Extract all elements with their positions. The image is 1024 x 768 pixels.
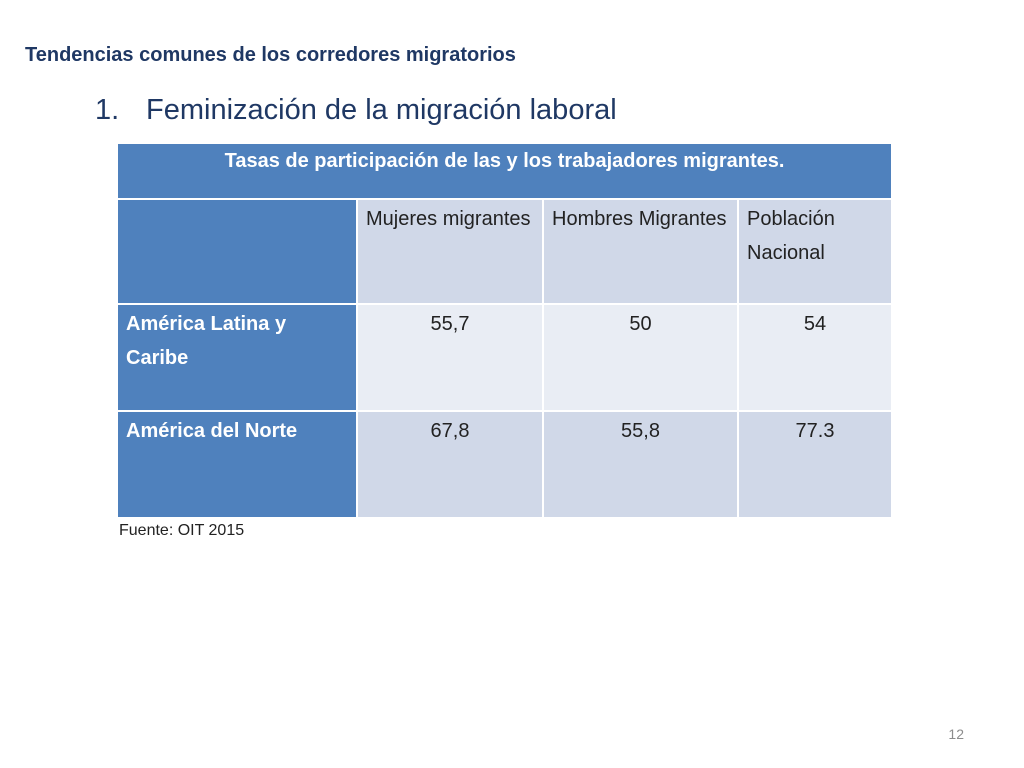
table-cell: 50 bbox=[542, 303, 739, 412]
table-cell: 77.3 bbox=[736, 410, 894, 519]
row-header: América del Norte bbox=[116, 410, 358, 519]
table-corner-cell bbox=[116, 198, 358, 305]
column-header-hombres: Hombres Migrantes bbox=[542, 198, 739, 305]
source-note: Fuente: OIT 2015 bbox=[119, 522, 245, 539]
heading-text: Feminización de la migración laboral bbox=[146, 94, 617, 126]
table-title: Tasas de participación de las y los trab… bbox=[115, 142, 894, 200]
page-number: 12 bbox=[948, 726, 964, 742]
column-header-poblacion: Población Nacional bbox=[736, 198, 894, 305]
slide-heading: 1. Feminización de la migración laboral bbox=[95, 94, 617, 127]
column-header-mujeres: Mujeres migrantes bbox=[356, 198, 544, 305]
slide-subtitle: Tendencias comunes de los corredores mig… bbox=[25, 44, 516, 66]
row-header: América Latina y Caribe bbox=[116, 303, 358, 412]
table-cell: 55,7 bbox=[356, 303, 544, 412]
table-row: América del Norte 67,8 55,8 77.3 bbox=[116, 410, 894, 519]
table-cell: 54 bbox=[736, 303, 894, 412]
table-row: América Latina y Caribe 55,7 50 54 bbox=[116, 303, 894, 412]
heading-number: 1. bbox=[95, 94, 120, 126]
table-cell: 55,8 bbox=[542, 410, 739, 519]
table-cell: 67,8 bbox=[356, 410, 544, 519]
participation-table: Tasas de participación de las y los trab… bbox=[115, 142, 894, 519]
